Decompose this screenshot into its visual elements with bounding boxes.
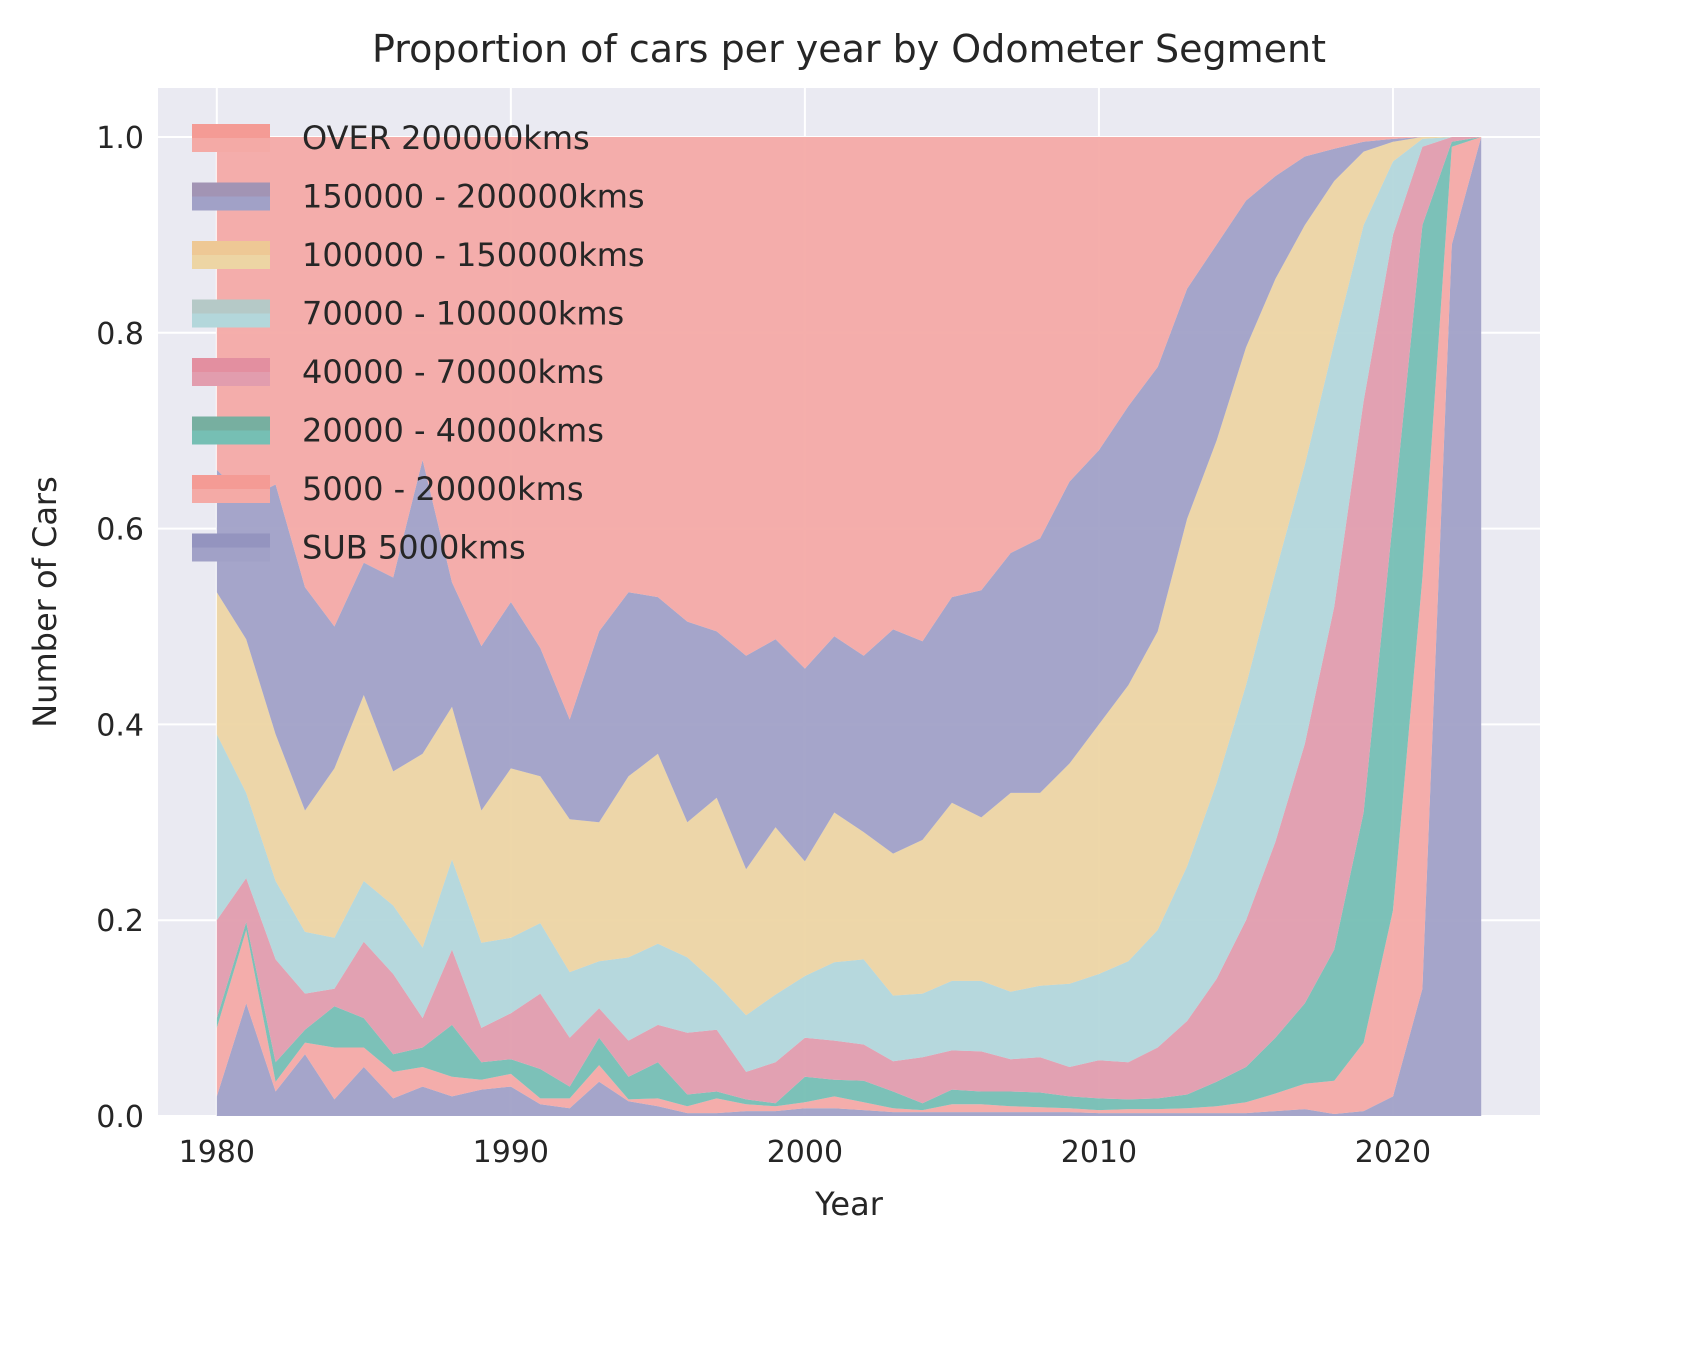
legend-swatch [192, 416, 270, 445]
y-tick-label: 0.4 [96, 708, 144, 743]
x-tick-label: 2000 [767, 1135, 843, 1170]
y-tick-label: 0.8 [96, 317, 144, 352]
legend-swatch [192, 241, 270, 269]
x-tick-label: 1980 [179, 1135, 255, 1170]
legend-swatch [192, 475, 270, 503]
area-series-2 [216, 137, 1482, 1111]
legend-label: 70000 - 100000kms [302, 295, 624, 333]
legend-label: 40000 - 70000kms [302, 353, 604, 391]
legend-label: 20000 - 40000kms [302, 412, 604, 450]
y-tick-label: 1.0 [96, 121, 144, 156]
legend-swatch-overlay [192, 182, 270, 197]
legend-swatch [192, 124, 270, 152]
x-tick-labels: 1980 1990 2000 2010 2020 [179, 1135, 1432, 1170]
area-layers [216, 137, 1482, 1116]
y-tick-label: 0.0 [96, 1100, 144, 1135]
area-series-7 [216, 137, 1482, 720]
x-tick-label: 2020 [1355, 1135, 1431, 1170]
y-tick-labels: 0.0 0.2 0.4 0.6 0.8 1.0 [96, 121, 144, 1135]
legend-swatch [192, 299, 270, 328]
legend-item: 5000 - 20000kms [192, 470, 584, 508]
legend-swatch-overlay [192, 416, 270, 431]
legend-item: OVER 200000kms [192, 119, 590, 157]
y-axis-label: Number of Cars [26, 476, 64, 728]
legend-label: 5000 - 20000kms [302, 470, 584, 508]
x-axis-label: Year [814, 1185, 884, 1223]
legend-swatch [192, 182, 270, 211]
legend-swatch [192, 358, 270, 386]
legend-swatch-overlay [192, 475, 270, 489]
legend-label: SUB 5000kms [302, 529, 526, 567]
area-series-5 [216, 137, 1482, 1016]
legend-swatch-overlay [192, 358, 270, 372]
legend-item: 100000 - 150000kms [192, 236, 645, 274]
legend-swatch-overlay [192, 533, 270, 548]
legend-item: 40000 - 70000kms [192, 353, 604, 391]
x-tick-label: 2010 [1061, 1135, 1137, 1170]
legend-item: 70000 - 100000kms [192, 295, 624, 333]
legend-swatch-overlay [192, 241, 270, 255]
legend-item: 20000 - 40000kms [192, 412, 604, 450]
legend-label: OVER 200000kms [302, 119, 590, 157]
legend: OVER 200000kms 150000 - 200000kms 100000 -… [192, 119, 645, 567]
chart-title: Proportion of cars per year by Odometer … [372, 27, 1326, 71]
area-series-6 [216, 137, 1482, 870]
legend-swatch-overlay [192, 299, 270, 314]
legend-item: 150000 - 200000kms [192, 178, 645, 216]
legend-label: 100000 - 150000kms [302, 236, 645, 274]
legend-item: SUB 5000kms [192, 529, 526, 567]
y-tick-label: 0.2 [96, 904, 144, 939]
x-tick-label: 1990 [473, 1135, 549, 1170]
legend-swatch-overlay [192, 124, 270, 138]
legend-swatch [192, 533, 270, 562]
area-series-3 [216, 137, 1482, 1104]
y-tick-label: 0.6 [96, 513, 144, 548]
legend-label: 150000 - 200000kms [302, 178, 645, 216]
